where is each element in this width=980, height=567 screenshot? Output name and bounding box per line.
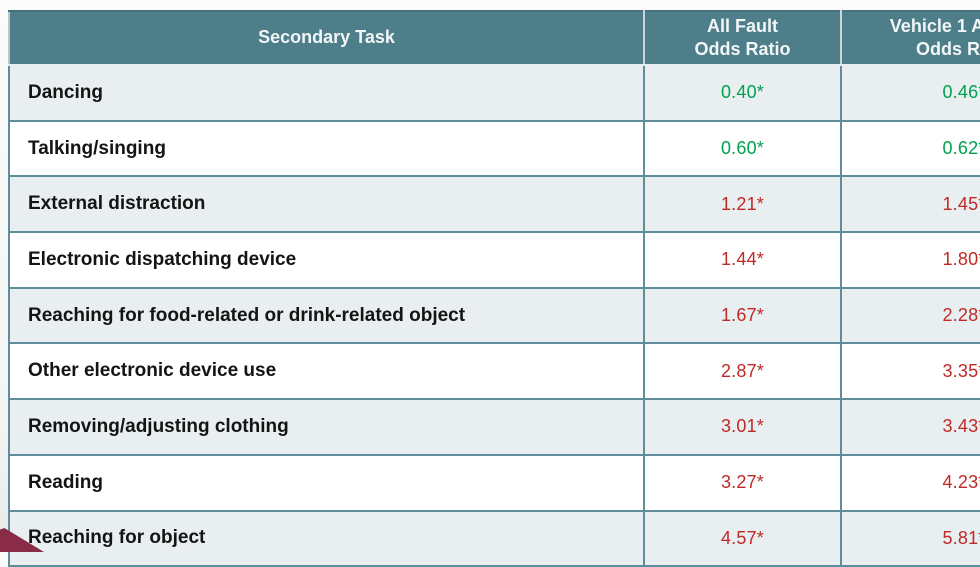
task-cell: External distraction [8,175,645,234]
header-vehicle1-line2: Odds Ratio [915,39,980,59]
header-all-fault-odds-ratio: All Fault Odds Ratio [643,10,842,66]
all-fault-value: 1.44* [643,231,842,289]
task-cell: Other electronic device use [8,342,645,401]
all-fault-value: 2.87* [643,342,842,401]
all-fault-value: 3.27* [643,453,842,512]
vehicle1-at-fault-value: 0.46* [840,64,980,122]
vehicle1-at-fault-value: 1.80* [840,231,980,289]
vehicle1-at-fault-value: 4.23* [840,453,980,512]
table-row: Reaching for food-related or drink-relat… [8,286,980,345]
table-row: Reading 3.27* 4.23* [8,453,980,512]
vehicle1-at-fault-value: 3.35* [840,342,980,401]
table-row: Talking/singing 0.60* 0.62* [8,119,980,178]
task-cell: Reaching for object [8,509,645,567]
vehicle1-at-fault-value: 1.45* [840,175,980,234]
header-row: Secondary Task All Fault Odds Ratio Vehi… [8,10,980,66]
header-all-fault-line2: Odds Ratio [694,39,791,59]
all-fault-value: 0.60* [643,119,842,178]
header-secondary-task: Secondary Task [8,10,645,66]
vehicle1-at-fault-value: 0.62* [840,119,980,178]
task-cell: Reading [8,453,645,512]
task-cell: Removing/adjusting clothing [8,398,645,456]
header-secondary-task-label: Secondary Task [258,27,395,48]
all-fault-value: 4.57* [643,509,842,567]
table-row: Removing/adjusting clothing 3.01* 3.43* [8,398,980,456]
header-vehicle1-line1: Vehicle 1 At Fault [889,15,980,36]
task-cell: Reaching for food-related or drink-relat… [8,286,645,345]
table-row: Dancing 0.40* 0.46* [8,64,980,122]
vehicle1-at-fault-value: 3.43* [840,398,980,456]
header-vehicle1-at-fault-odds-ratio: Vehicle 1 At Fault Odds Ratio [840,10,980,66]
all-fault-value: 1.21* [643,175,842,234]
odds-ratio-table: Secondary Task All Fault Odds Ratio Vehi… [8,10,980,567]
task-cell: Electronic dispatching device [8,231,645,289]
table-row: External distraction 1.21* 1.45* [8,175,980,234]
all-fault-value: 0.40* [643,64,842,122]
table-row: Electronic dispatching device 1.44* 1.80… [8,231,980,289]
task-cell: Talking/singing [8,119,645,178]
task-cell: Dancing [8,64,645,122]
vehicle1-at-fault-value: 2.28* [840,286,980,345]
all-fault-value: 1.67* [643,286,842,345]
header-all-fault-line1: All Fault [707,15,778,36]
table-body: Dancing 0.40* 0.46* Talking/singing 0.60… [8,64,980,567]
vehicle1-at-fault-value: 5.81* [840,509,980,567]
all-fault-value: 3.01* [643,398,842,456]
table-row: Other electronic device use 2.87* 3.35* [8,342,980,401]
table-row: Reaching for object 4.57* 5.81* [8,509,980,567]
